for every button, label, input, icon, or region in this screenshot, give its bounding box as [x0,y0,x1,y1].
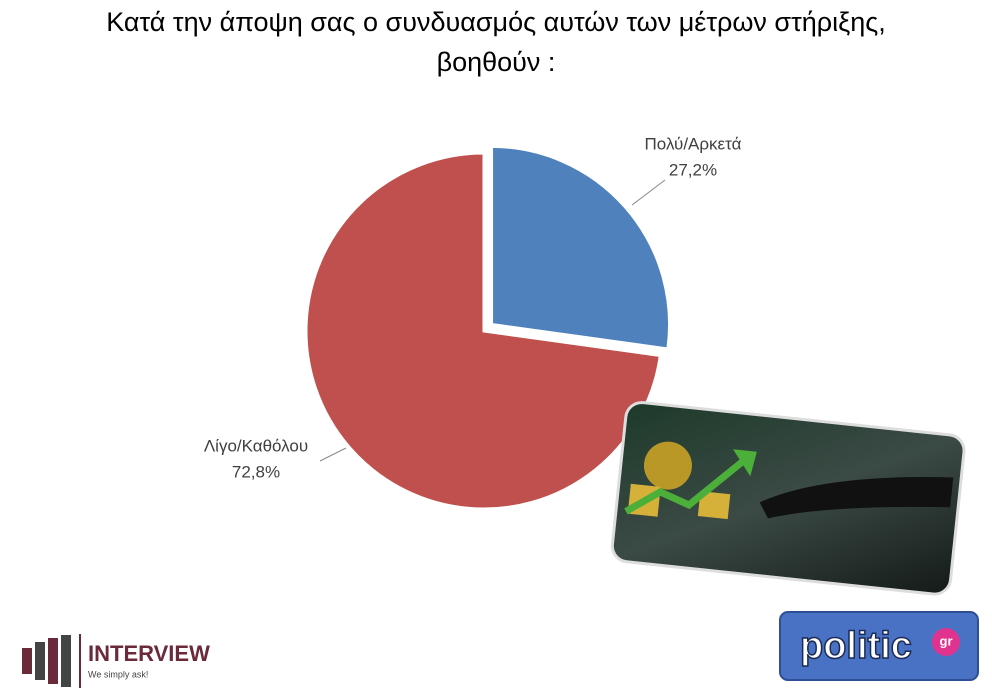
pie: Πολύ/Αρκετά 27,2% Λίγο/Καθόλου 72,8% [204,134,742,511]
pie-slice [490,144,672,351]
logo-text: INTERVIEW [88,641,210,666]
title-line: βοηθούν : [437,47,556,77]
pie-slice [304,151,662,511]
interview-logo: INTERVIEW We simply ask! [22,634,210,688]
slice-label: Πολύ/Αρκετά [645,134,742,153]
slice-value: 72,8% [232,462,280,481]
slice-value: 27,2% [669,160,717,179]
leader-line [319,447,347,462]
slice-label: Λίγο/Καθόλου [204,436,308,455]
photo [610,401,966,596]
leader-line [631,179,666,206]
logo-text: politic [800,625,912,667]
politic-logo: politic gr [779,611,979,681]
logo-suffix: gr [940,633,953,648]
title-line: Κατά την άποψη σας ο συνδυασμός αυτών τω… [106,7,886,37]
logo-tagline: We simply ask! [88,669,148,679]
